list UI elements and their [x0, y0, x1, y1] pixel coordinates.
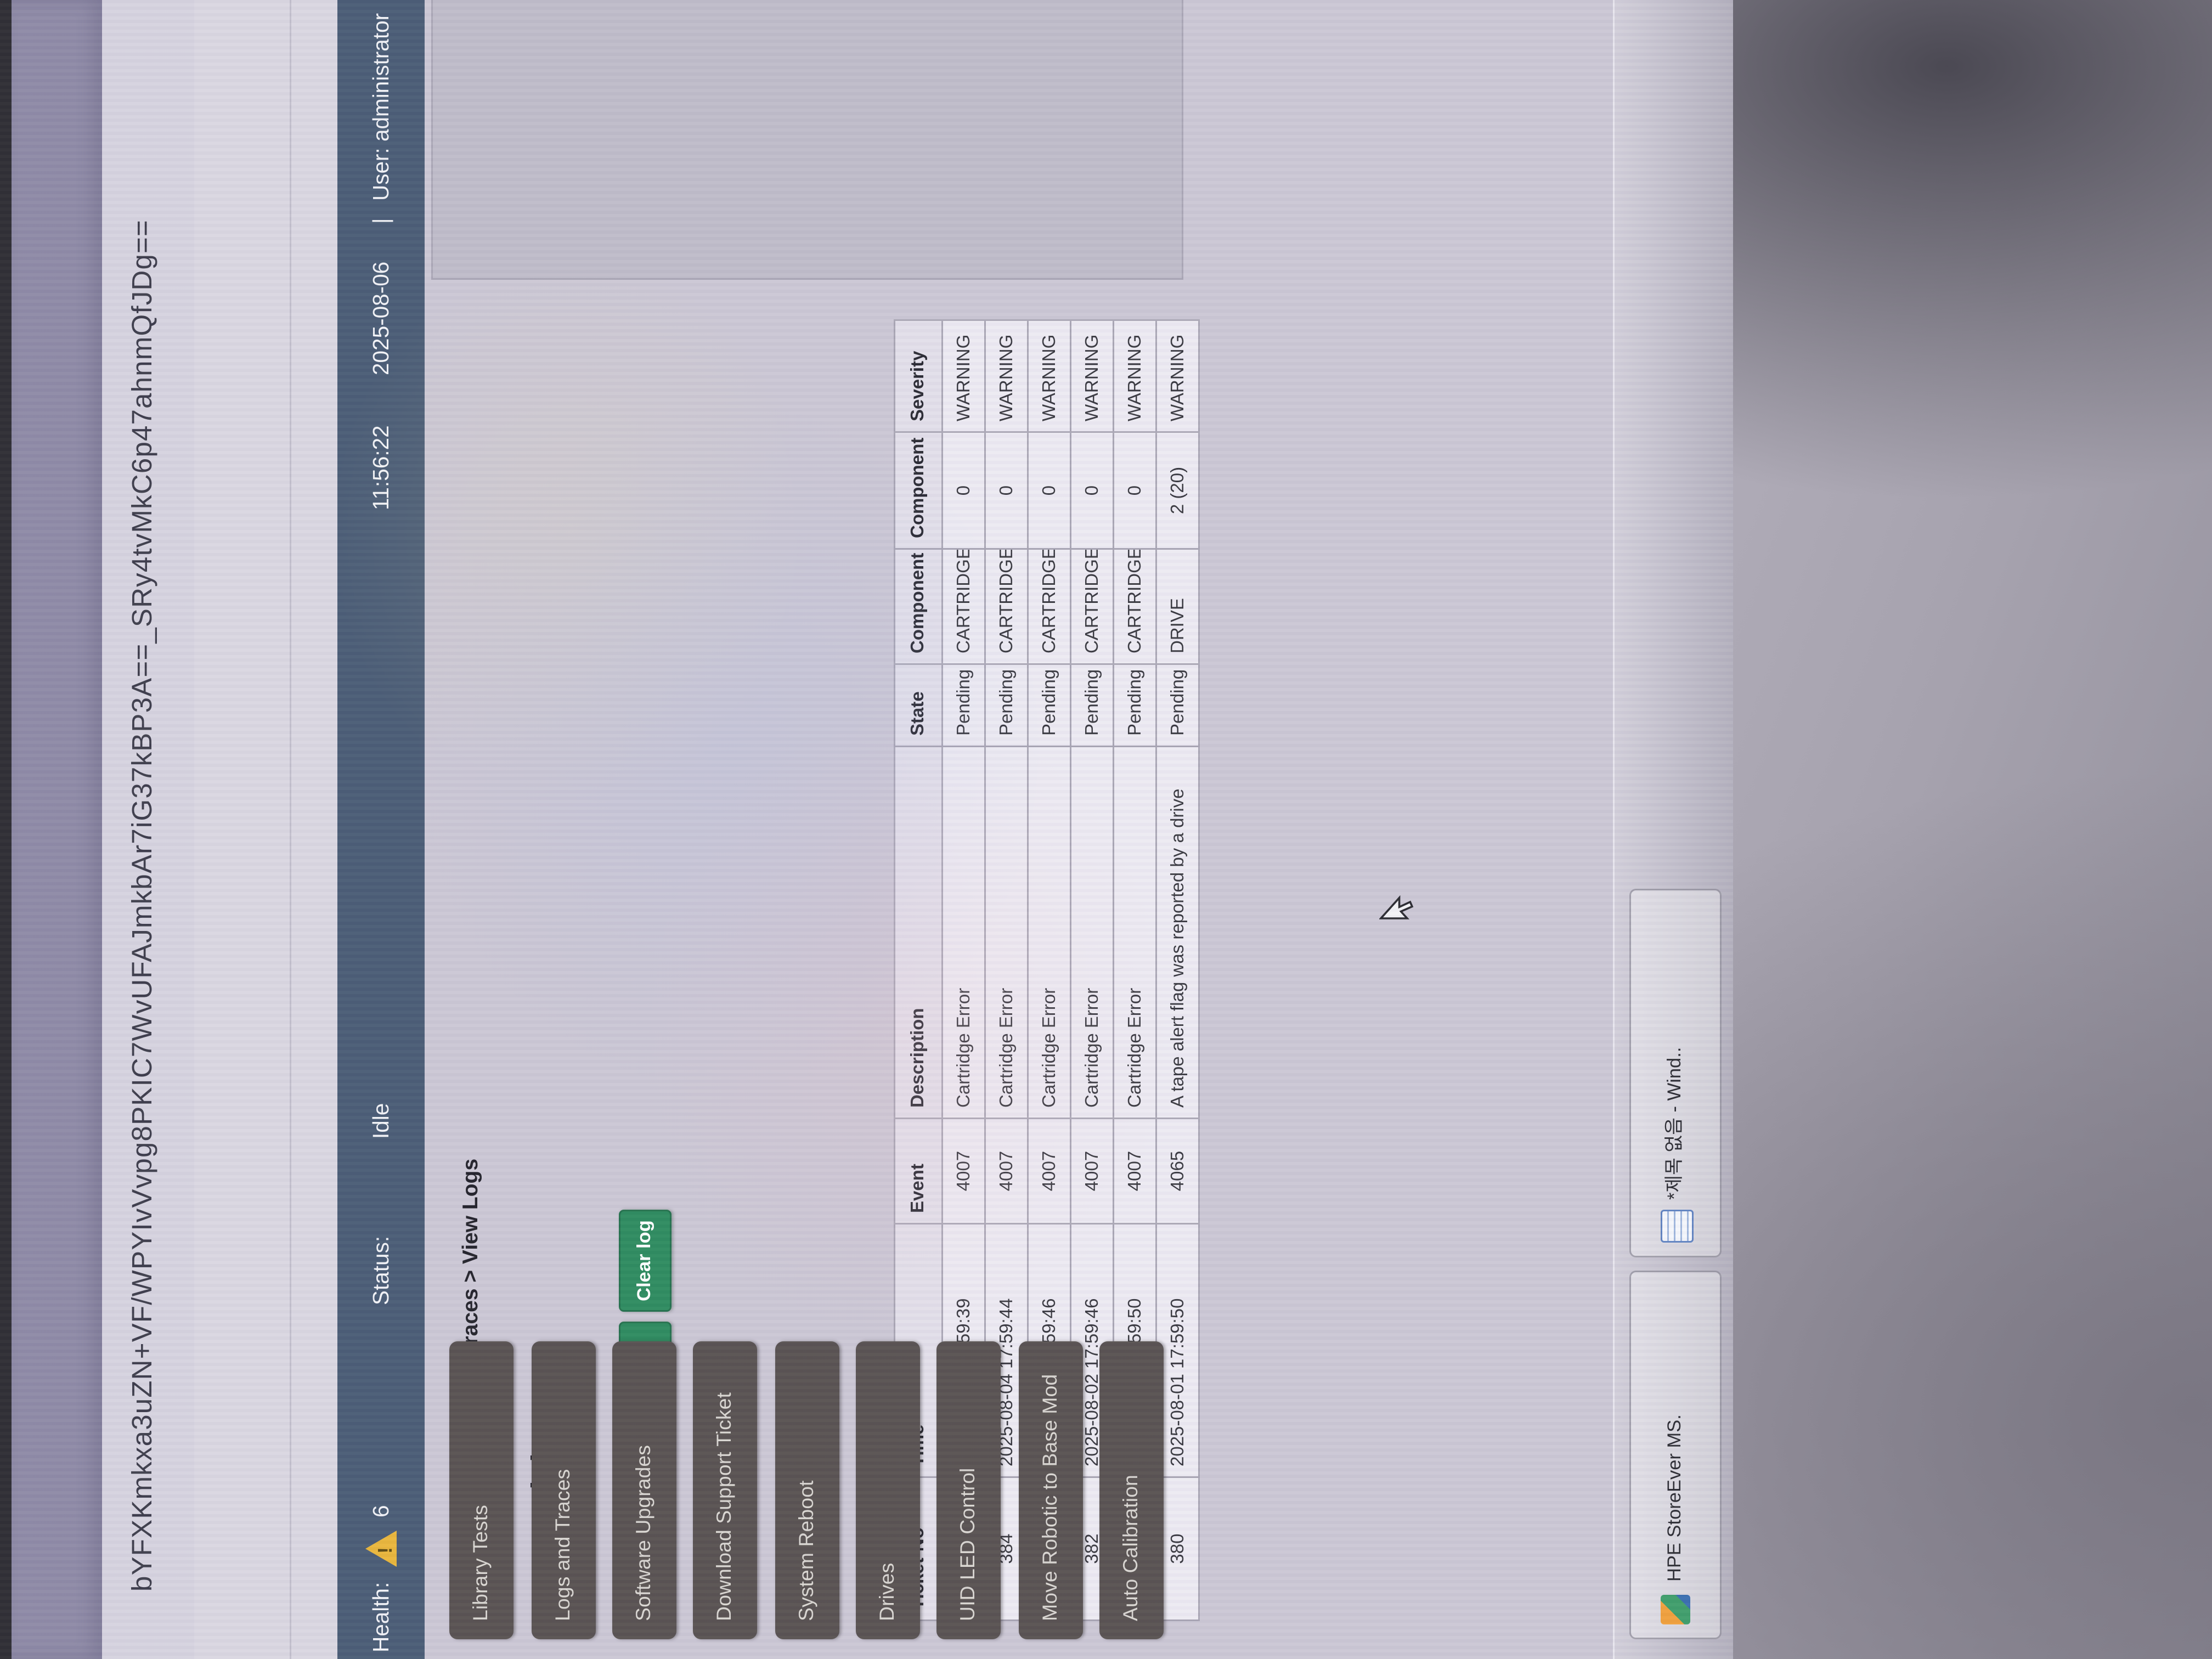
taskbar-app-label: HPE StoreEver MS.	[1666, 1414, 1685, 1582]
cell-component-id: 0	[1028, 432, 1071, 549]
cell-component-id: 2 (20)	[1156, 432, 1199, 549]
cell-event: 4007	[985, 1118, 1028, 1224]
column-header: Component ID	[894, 432, 943, 549]
cell-event: 4007	[942, 1118, 985, 1224]
cell-description: Cartridge Error	[1028, 746, 1071, 1119]
cell-component: CARTRIDGE	[1028, 549, 1071, 664]
cell-component-id: 0	[942, 432, 985, 549]
cell-component: CARTRIDGE	[1070, 549, 1114, 664]
cell-description: Cartridge Error	[1070, 746, 1114, 1119]
cell-severity: WARNING	[1156, 320, 1199, 432]
cell-severity: WARNING	[985, 320, 1028, 432]
browser-top-band	[12, 0, 102, 1659]
windows-taskbar: HPE StoreEver MS. *제목 없음 - Wind..	[1613, 0, 1733, 1659]
health-count: 6	[369, 1505, 393, 1517]
cell-state: Pending	[1028, 664, 1071, 747]
cell-description: A tape alert flag was reported by a driv…	[1156, 746, 1199, 1119]
cell-severity: WARNING	[1028, 320, 1071, 432]
clock-date: 2025-08-06	[369, 261, 393, 375]
cell-event: 4007	[1113, 1118, 1156, 1224]
notepad-icon	[1661, 1210, 1694, 1243]
cell-state: Pending	[1070, 664, 1114, 747]
cell-component: CARTRIDGE	[1113, 549, 1156, 664]
cell-state: Pending	[1156, 664, 1199, 747]
clock-time: 11:56:22	[369, 425, 393, 510]
cell-event: 4065	[1156, 1118, 1199, 1224]
logged-in-user: User: administrator	[369, 13, 393, 201]
move-robotic-to-base-button[interactable]: Move Robotic to Base Mod	[1019, 1341, 1083, 1639]
software-upgrades-button[interactable]: Software Upgrades	[612, 1341, 676, 1639]
taskbar-app-label: *제목 없음 - Wind..	[1666, 1047, 1685, 1200]
column-header: State	[894, 664, 943, 747]
warning-triangle-icon: !	[365, 1531, 397, 1567]
cell-description: Cartridge Error	[1113, 746, 1156, 1119]
cell-component-id: 0	[1070, 432, 1114, 549]
header-separator: |	[369, 218, 393, 224]
cell-state: Pending	[1113, 664, 1156, 747]
cell-state: Pending	[942, 664, 985, 747]
cell-event: 4007	[1070, 1118, 1114, 1224]
cell-component: CARTRIDGE	[942, 549, 985, 664]
cell-severity: WARNING	[1070, 320, 1114, 432]
uid-led-control-button[interactable]: UID LED Control	[936, 1341, 1001, 1639]
status-value: Idle	[369, 1103, 393, 1139]
auto-calibration-button[interactable]: Auto Calibration	[1099, 1341, 1164, 1639]
cell-component: DRIVE	[1156, 549, 1199, 664]
column-header: Severity	[894, 320, 943, 432]
taskbar-app-notepad[interactable]: *제목 없음 - Wind..	[1629, 889, 1722, 1257]
cell-component: CARTRIDGE	[985, 549, 1028, 664]
logs-and-traces-button[interactable]: Logs and Traces	[532, 1341, 596, 1639]
status-header-bar: Health: ! 6 Status: Idle 11:56:22 2025-0…	[337, 0, 425, 1659]
health-label: Health:	[369, 1582, 393, 1652]
page-top-whitespace	[194, 0, 339, 1659]
maintenance-ops-panel	[431, 0, 1183, 280]
hpe-storeever-icon	[1661, 1595, 1690, 1624]
clear-log-button[interactable]: Clear log	[619, 1210, 672, 1312]
status-label: Status:	[369, 1235, 393, 1305]
session-token-text: bYFXKmkxa3uZN+VF/WPYIvVvpg8PKIC7WvUFAJmk…	[127, 219, 158, 1592]
cell-severity: WARNING	[1113, 320, 1156, 432]
cell-event: 4007	[1028, 1118, 1071, 1224]
cell-description: Cartridge Error	[985, 746, 1028, 1119]
cell-component-id: 0	[1113, 432, 1156, 549]
download-support-ticket-button[interactable]: Download Support Ticket	[693, 1341, 757, 1639]
cell-component-id: 0	[985, 432, 1028, 549]
drives-button[interactable]: Drives	[856, 1341, 920, 1639]
system-reboot-button[interactable]: System Reboot	[775, 1341, 839, 1639]
monitor-screen: bYFXKmkxa3uZN+VF/WPYIvVvpg8PKIC7WvUFAJmk…	[0, 0, 1733, 1659]
column-header: Description	[894, 746, 943, 1119]
session-bar: bYFXKmkxa3uZN+VF/WPYIvVvpg8PKIC7WvUFAJmk…	[102, 0, 194, 1659]
taskbar-app-browser[interactable]: HPE StoreEver MS.	[1629, 1271, 1722, 1639]
cell-severity: WARNING	[942, 320, 985, 432]
column-header: Component	[894, 549, 943, 664]
library-tests-button[interactable]: Library Tests	[449, 1341, 514, 1639]
mouse-cursor	[1378, 894, 1424, 920]
cell-state: Pending	[985, 664, 1028, 747]
screen-top-edge	[0, 0, 12, 1659]
column-header: Event	[894, 1118, 943, 1224]
cell-description: Cartridge Error	[942, 746, 985, 1119]
